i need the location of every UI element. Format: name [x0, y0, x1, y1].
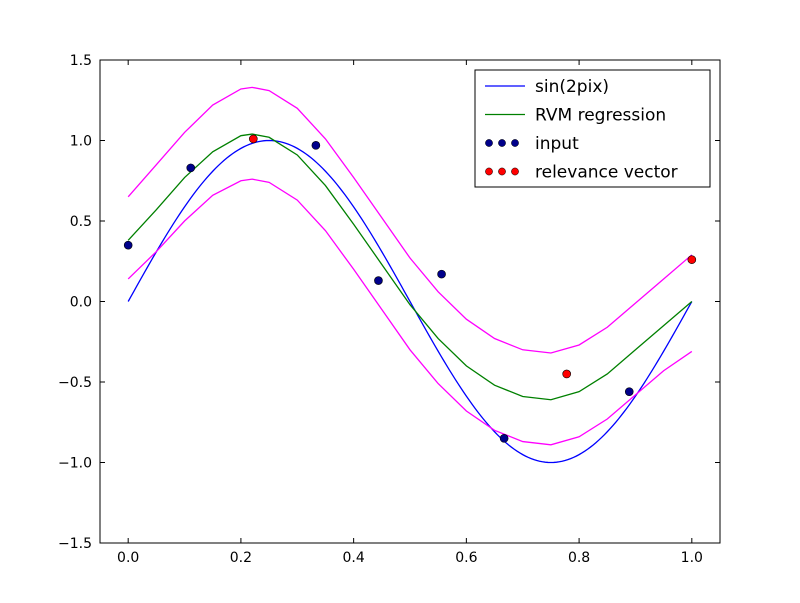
x-tick-label: 1.0: [681, 550, 703, 566]
x-tick-label: 0.2: [230, 550, 252, 566]
series-layer: [127, 86, 693, 464]
points-layer: [123, 134, 697, 443]
relevance-vector-point: [687, 255, 697, 264]
y-tick-label: 0.5: [70, 214, 92, 230]
ticks-layer: 0.0 0.2 0.4 0.6 0.8 1.0 1.5 1.0 0.5 0.0 −0.5 −1.0 −1…: [58, 53, 720, 566]
x-tick-label: 0.4: [343, 550, 365, 566]
y-tick-label: 1.0: [70, 134, 92, 150]
legend-box: [474, 69, 711, 188]
legend-marker-swatch: [511, 167, 519, 176]
input-point: [374, 276, 383, 285]
input-point: [123, 240, 133, 250]
series-line-0: [127, 139, 693, 464]
x-tick-label: 0.8: [568, 550, 590, 566]
legend-label: RVM regression: [535, 106, 666, 126]
legend-marker-swatch: [485, 167, 493, 176]
legend-label: input: [535, 134, 579, 154]
legend-marker-swatch: [498, 167, 506, 176]
input-point: [311, 141, 321, 150]
relevance-vector-point: [249, 134, 258, 144]
y-tick-label: 1.5: [70, 53, 92, 69]
input-point: [437, 269, 446, 279]
series-line-2: [127, 86, 693, 354]
relevance-vector-point: [562, 369, 571, 379]
input-point: [499, 434, 509, 443]
legend-label: relevance vector: [535, 163, 678, 183]
y-tick-label: −1.0: [58, 456, 92, 472]
legend-label: sin(2pix): [535, 77, 609, 97]
y-tick-label: −0.5: [58, 375, 92, 391]
series-line-1: [127, 133, 693, 401]
legend-marker-swatch: [511, 139, 519, 147]
input-point: [186, 163, 196, 173]
input-point: [624, 387, 634, 396]
legend-marker-swatch: [485, 139, 493, 147]
x-tick-label: 0.0: [117, 550, 139, 566]
series-line-3: [127, 178, 693, 446]
legend-marker-swatch: [498, 139, 506, 147]
y-tick-label: 0.0: [70, 295, 92, 311]
x-tick-label: 0.6: [455, 550, 477, 566]
y-tick-label: −1.5: [58, 536, 92, 552]
legend: sin(2pix) RVM regression input relevance ve…: [474, 69, 711, 188]
